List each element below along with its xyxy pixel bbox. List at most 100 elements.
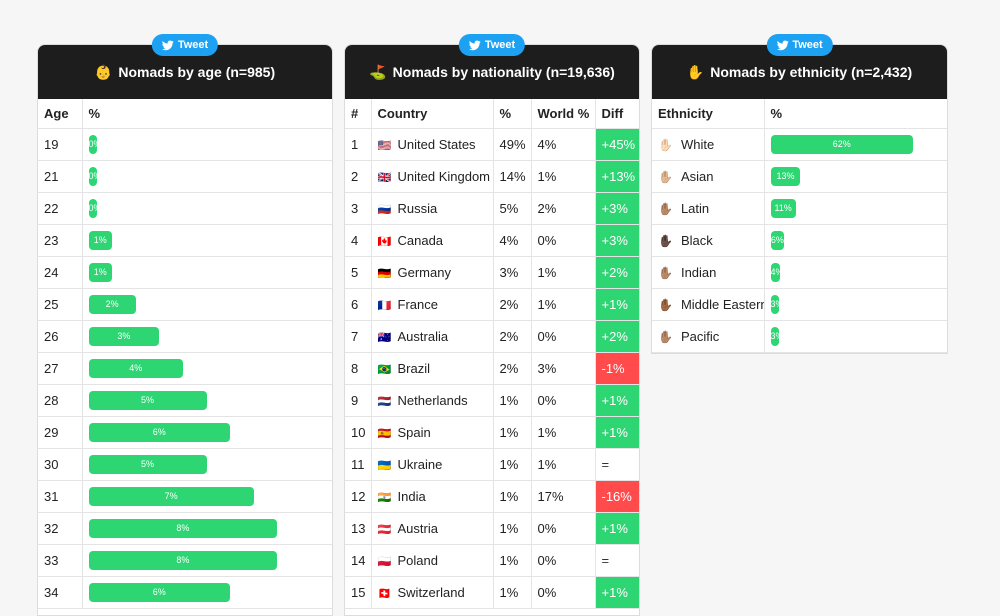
diff-cell: +1% — [595, 416, 639, 449]
country-name: Canada — [397, 233, 444, 248]
table-row: 28 5% — [38, 384, 332, 417]
column-header-percent[interactable]: % — [764, 99, 947, 129]
country-name: Spain — [397, 425, 431, 440]
nationality-card-title: Nomads by nationality (n=19,636) — [392, 64, 615, 80]
country-name: Netherlands — [397, 393, 468, 408]
column-header-country[interactable]: Country — [371, 99, 494, 129]
percent-cell: 49% — [493, 128, 532, 161]
flag-icon: 🇺🇦 — [377, 460, 392, 472]
percent-bar: 1% — [88, 231, 113, 250]
ethnicity-name: Latin — [680, 201, 710, 216]
column-header-percent[interactable]: % — [82, 99, 332, 129]
world-percent-cell: 2% — [531, 192, 596, 225]
diff-cell: +2% — [595, 320, 639, 353]
nationality-table: # Country % World % Diff 1 🇺🇸 United State… — [345, 99, 639, 609]
column-header-ethnicity[interactable]: Ethnicity — [652, 99, 765, 129]
column-header-percent[interactable]: % — [493, 99, 532, 129]
diff-cell: +1% — [595, 288, 639, 321]
country-cell: 🇵🇱 Poland — [371, 544, 494, 577]
table-row: 3 🇷🇺 Russia 5% 2% +3% — [345, 192, 639, 225]
table-row: 21 0% — [38, 160, 332, 193]
tweet-button[interactable]: Tweet — [766, 34, 833, 56]
percent-cell: 1% — [493, 480, 532, 513]
twitter-icon — [161, 39, 174, 50]
world-percent-cell: 0% — [531, 512, 596, 545]
column-header-age[interactable]: Age — [38, 99, 83, 129]
diff-cell: +1% — [595, 512, 639, 545]
percent-bar: 3% — [770, 327, 784, 346]
rank-cell: 7 — [345, 320, 372, 353]
country-cell: 🇫🇷 France — [371, 288, 494, 321]
tweet-button[interactable]: Tweet — [458, 34, 526, 56]
table-row: 23 1% — [38, 224, 332, 257]
table-row: ✋🏽 Indian 4% — [652, 256, 947, 289]
percent-cell: 5% — [82, 384, 332, 417]
hand-icon: ✋🏽 — [658, 266, 673, 280]
rank-cell: 5 — [345, 256, 372, 289]
ethnicity-name: Indian — [680, 265, 717, 280]
percent-cell: 4% — [493, 224, 532, 257]
percent-bar: 0% — [88, 199, 102, 218]
ethnicity-name: Middle Eastern — [680, 297, 764, 312]
hand-icon: ✋🏼 — [658, 170, 673, 184]
ethnicity-cell: ✋🏽 Pacific — [652, 320, 765, 353]
hand-icon: ✋🏻 — [658, 138, 673, 152]
world-percent-cell: 1% — [531, 256, 596, 289]
ethnicity-cell: ✋🏻 White — [652, 128, 765, 161]
table-row: ✋🏻 White 62% — [652, 128, 947, 161]
flag-icon: 🇫🇷 — [377, 300, 392, 312]
age-cell: 22 — [38, 192, 83, 225]
diff-cell: +2% — [595, 256, 639, 289]
column-header-world-percent[interactable]: World % — [531, 99, 596, 129]
flag-icon: 🇺🇸 — [377, 140, 392, 152]
rank-cell: 8 — [345, 352, 372, 385]
percent-bar: 5% — [88, 391, 207, 410]
flag-icon: 🇨🇦 — [377, 236, 392, 248]
rank-cell: 12 — [345, 480, 372, 513]
age-cell: 25 — [38, 288, 83, 321]
ethnicity-card-title: Nomads by ethnicity (n=2,432) — [710, 64, 913, 80]
column-header-diff[interactable]: Diff — [595, 99, 639, 129]
country-name: Australia — [397, 329, 449, 344]
percent-cell: 2% — [493, 352, 532, 385]
world-percent-cell: 0% — [531, 224, 596, 257]
world-percent-cell: 0% — [531, 384, 596, 417]
country-cell: 🇦🇺 Australia — [371, 320, 494, 353]
table-row: 2 🇬🇧 United Kingdom 14% 1% +13% — [345, 160, 639, 193]
table-row: 26 3% — [38, 320, 332, 353]
rank-cell: 4 — [345, 224, 372, 257]
diff-cell: +1% — [595, 384, 639, 417]
age-cell: 24 — [38, 256, 83, 289]
ethnicity-name: Pacific — [680, 329, 720, 344]
flag-icon: 🇧🇷 — [377, 364, 392, 376]
column-header-rank[interactable]: # — [345, 99, 372, 129]
table-row: 25 2% — [38, 288, 332, 321]
percent-cell: 3% — [764, 288, 947, 321]
raised-hand-icon: ✋ — [686, 63, 705, 80]
table-row: 13 🇦🇹 Austria 1% 0% +1% — [345, 512, 639, 545]
percent-bar: 7% — [88, 487, 254, 506]
table-row: 19 0% — [38, 128, 332, 161]
percent-cell: 6% — [764, 224, 947, 257]
baby-icon: 👶 — [94, 63, 113, 80]
percent-cell: 0% — [82, 192, 332, 225]
percent-cell: 4% — [764, 256, 947, 289]
percent-bar: 1% — [88, 263, 113, 282]
flag-icon: 🇳🇱 — [377, 396, 392, 408]
country-cell: 🇧🇷 Brazil — [371, 352, 494, 385]
world-percent-cell: 3% — [531, 352, 596, 385]
world-percent-cell: 1% — [531, 416, 596, 449]
world-percent-cell: 1% — [531, 160, 596, 193]
country-name: Germany — [397, 265, 451, 280]
table-row: 6 🇫🇷 France 2% 1% +1% — [345, 288, 639, 321]
world-percent-cell: 1% — [531, 288, 596, 321]
table-row: 11 🇺🇦 Ukraine 1% 1% = — [345, 448, 639, 481]
table-row: 14 🇵🇱 Poland 1% 0% = — [345, 544, 639, 577]
percent-bar: 5% — [88, 455, 207, 474]
flag-icon: 🇦🇺 — [377, 332, 392, 344]
percent-cell: 1% — [82, 256, 332, 289]
diff-cell: = — [595, 544, 639, 577]
tweet-button[interactable]: Tweet — [151, 34, 219, 56]
age-card-title: Nomads by age (n=985) — [118, 64, 276, 80]
percent-cell: 1% — [493, 544, 532, 577]
